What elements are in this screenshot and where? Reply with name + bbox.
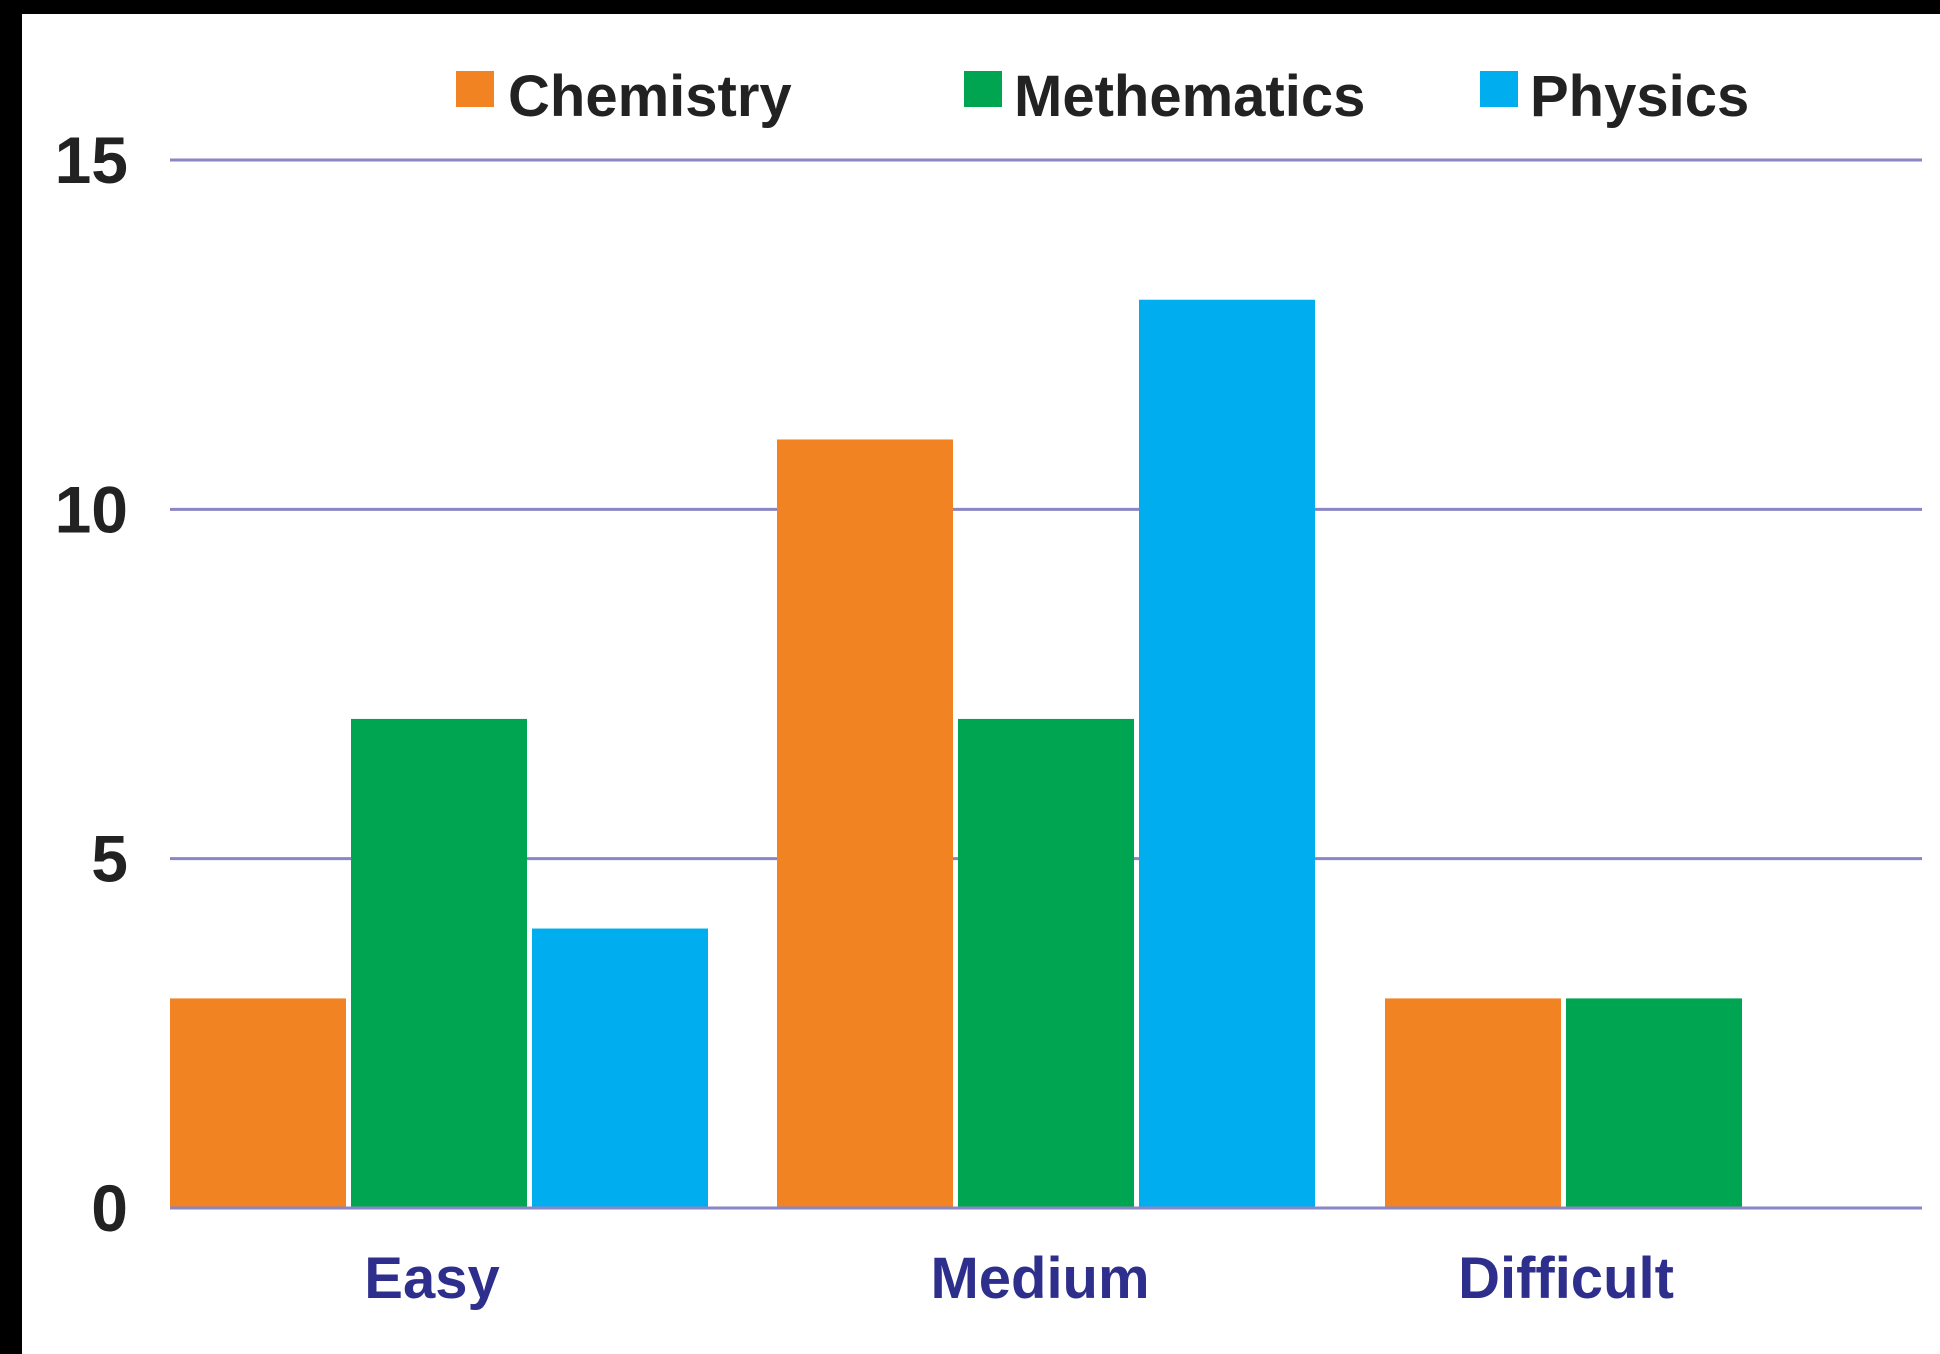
y-tick-label: 15 [55,123,128,197]
bar-methematics-difficult [1566,998,1742,1208]
x-category-label: Medium [930,1246,1149,1311]
bar-methematics-medium [958,718,1134,1208]
legend-label-methematics: Methematics [1014,64,1365,129]
bar-methematics-easy [351,718,527,1208]
y-tick-label: 5 [91,822,128,896]
bar-chemistry-medium [777,439,953,1208]
bar-physics-medium [1139,299,1315,1208]
bar-physics-easy [532,928,708,1208]
bar-chemistry-difficult [1385,998,1561,1208]
legend-swatch-chemistry [456,71,494,107]
y-tick-label: 0 [91,1171,128,1245]
x-category-label: Difficult [1458,1246,1674,1311]
legend-label-physics: Physics [1530,64,1749,129]
bar-chemistry-easy [170,998,346,1208]
legend: Chemistry Methematics Physics [456,64,1749,129]
axis-labels: 0 5 10 15 Easy Medium Difficult [55,123,1922,1311]
x-category-label: Easy [364,1246,499,1311]
y-tick-label: 10 [55,472,128,546]
legend-swatch-methematics [964,71,1002,107]
bars [170,299,1742,1208]
legend-swatch-physics [1480,71,1518,107]
legend-label-chemistry: Chemistry [508,64,792,129]
